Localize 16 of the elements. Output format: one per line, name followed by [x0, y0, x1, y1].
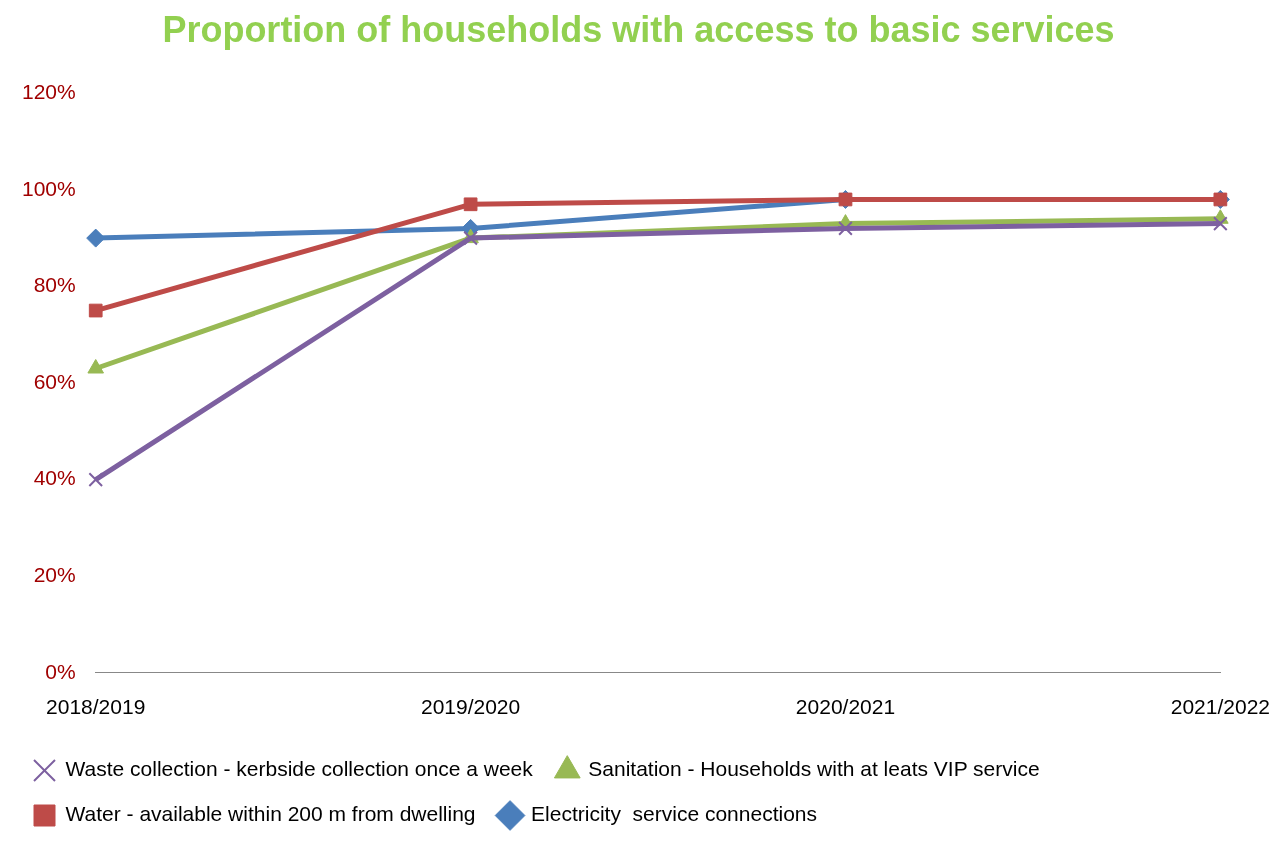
y-tick-label: 120%: [21, 80, 76, 103]
y-tick-label: 80%: [33, 273, 76, 297]
legend-label: Electricity service connections: [531, 802, 818, 826]
y-tick-label: 100%: [21, 176, 76, 200]
x-tick-label: 2020/2021: [795, 695, 896, 719]
x-tick-label: 2021/2022: [1170, 695, 1271, 719]
legend-label: Waste collection - kerbside collection once a week: [65, 757, 534, 781]
chart-title: Proportion of households with access to basic services: [162, 8, 1115, 50]
y-tick-label: 20%: [33, 563, 76, 586]
y-tick-label: 60%: [33, 369, 76, 393]
legend-label: Sanitation - Households with at leats VIP service: [588, 757, 1040, 781]
x-tick-label: 2018/2019: [46, 695, 146, 719]
x-tick-label: 2019/2020: [420, 695, 521, 719]
y-tick-label: 0%: [45, 659, 76, 683]
legend-label: Water - available within 200 m from dwelling: [65, 802, 476, 826]
y-tick-label: 40%: [33, 466, 76, 490]
